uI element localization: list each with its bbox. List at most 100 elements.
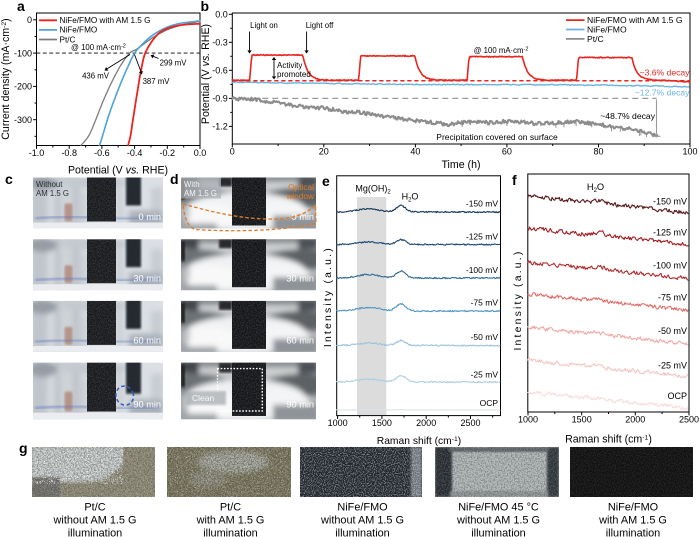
svg-text:b: b [201, 0, 210, 14]
svg-text:~3.6% decay: ~3.6% decay [640, 68, 691, 78]
svg-text:Pt/C: Pt/C [60, 35, 76, 44]
svg-text:60 min: 60 min [286, 335, 314, 345]
svg-text:60 min: 60 min [133, 335, 161, 345]
svg-text:NiFe/FMO with AM 1.5 G: NiFe/FMO with AM 1.5 G [60, 16, 151, 25]
svg-text:387 mV: 387 mV [143, 77, 171, 86]
svg-text:e: e [322, 173, 330, 189]
svg-text:Optical: Optical [288, 182, 314, 192]
svg-text:-1.2: -1.2 [212, 122, 228, 132]
svg-text:-25 mV: -25 mV [658, 360, 687, 370]
svg-text:Intensity (a.u.): Intensity (a.u.) [323, 246, 334, 347]
svg-text:promoted: promoted [277, 70, 311, 79]
svg-text:NiFe/FMO with AM 1.5 G: NiFe/FMO with AM 1.5 G [587, 15, 683, 25]
svg-text:2000: 2000 [416, 418, 436, 428]
svg-text:40: 40 [410, 147, 420, 157]
svg-text:-0.3: -0.3 [212, 38, 228, 48]
svg-text:299 mV: 299 mV [160, 59, 188, 68]
svg-text:NiFe/FMO: NiFe/FMO [608, 502, 658, 514]
svg-text:a: a [17, 0, 25, 14]
svg-text:90 min: 90 min [286, 400, 314, 410]
svg-text:60: 60 [502, 147, 512, 157]
svg-text:Mg(OH)2: Mg(OH)2 [355, 184, 391, 196]
svg-text:0: 0 [27, 15, 32, 25]
svg-text:20: 20 [319, 147, 329, 157]
svg-text:-125 mV: -125 mV [653, 227, 687, 237]
svg-text:H2O: H2O [587, 182, 604, 194]
svg-text:-75 mV: -75 mV [658, 292, 687, 302]
svg-text:Raman shift (cm-1): Raman shift (cm-1) [565, 434, 652, 446]
svg-text:Potential (V vs. RHE): Potential (V vs. RHE) [200, 24, 212, 124]
svg-text:illumination: illumination [606, 527, 660, 537]
svg-text:with AM 1.5 G: with AM 1.5 G [196, 514, 265, 526]
svg-text:80: 80 [593, 147, 603, 157]
svg-text:NiFe/FMO 45 °C: NiFe/FMO 45 °C [458, 502, 539, 514]
svg-text:-150 mV: -150 mV [653, 196, 687, 206]
svg-text:0.0: 0.0 [215, 10, 228, 20]
svg-text:f: f [512, 172, 517, 188]
svg-text:-125 mV: -125 mV [466, 231, 498, 241]
svg-text:AM 1.5 G: AM 1.5 G [184, 189, 217, 198]
svg-text:-25 mV: -25 mV [471, 369, 499, 379]
svg-text:With: With [184, 180, 200, 189]
svg-text:NiFe/FMO: NiFe/FMO [60, 26, 98, 35]
svg-text:AM 1.5 G: AM 1.5 G [36, 189, 69, 198]
svg-text:-300: -300 [14, 115, 32, 125]
svg-text:0: 0 [230, 147, 235, 157]
svg-text:H2O: H2O [402, 192, 419, 204]
svg-text:Pt/C: Pt/C [220, 502, 241, 514]
svg-text:window: window [285, 191, 315, 201]
svg-text:~48.7% decay: ~48.7% decay [600, 111, 655, 121]
svg-text:1500: 1500 [372, 418, 392, 428]
svg-text:-0.2: -0.2 [160, 148, 176, 158]
svg-text:without AM 1.5 G: without AM 1.5 G [53, 514, 137, 526]
svg-text:-100 mV: -100 mV [653, 260, 687, 270]
svg-text:@ 100 mA·cm-2: @ 100 mA·cm-2 [71, 43, 126, 52]
svg-text:-50 mV: -50 mV [658, 326, 687, 336]
svg-text:Light off: Light off [306, 21, 334, 30]
svg-text:436 mV: 436 mV [82, 72, 110, 81]
svg-text:Precipitation covered on surfa: Precipitation covered on surface [436, 132, 558, 142]
svg-text:Raman shift (cm-1): Raman shift (cm-1) [377, 436, 461, 447]
svg-text:2500: 2500 [679, 415, 699, 425]
svg-text:Current density (mA·cm-2): Current density (mA·cm-2) [0, 18, 12, 139]
svg-text:-50 mV: -50 mV [471, 332, 499, 342]
svg-text:illumination: illumination [335, 527, 389, 537]
svg-text:-200: -200 [14, 82, 32, 92]
svg-text:0 min: 0 min [139, 212, 161, 222]
svg-text:100: 100 [682, 147, 697, 157]
svg-text:-0.6: -0.6 [94, 148, 110, 158]
svg-text:-0.8: -0.8 [61, 148, 77, 158]
svg-text:Activity: Activity [277, 61, 302, 70]
svg-text:Potential (V vs. RHE): Potential (V vs. RHE) [68, 165, 168, 177]
svg-text:Time (h): Time (h) [441, 159, 480, 171]
svg-text:Pt/C: Pt/C [84, 502, 105, 514]
svg-text:illumination: illumination [68, 527, 122, 537]
svg-text:d: d [170, 171, 179, 187]
svg-text:-75 mV: -75 mV [471, 297, 499, 307]
svg-text:OCP: OCP [480, 398, 499, 408]
svg-text:1000: 1000 [518, 415, 538, 425]
svg-text:2000: 2000 [625, 415, 645, 425]
svg-text:g: g [19, 440, 28, 456]
svg-text:illumination: illumination [203, 527, 257, 537]
svg-text:without AM 1.5 G: without AM 1.5 G [320, 514, 404, 526]
svg-text:Pt/C: Pt/C [587, 34, 604, 44]
svg-text:NiFe/FMO: NiFe/FMO [587, 24, 627, 34]
svg-text:illumination: illumination [471, 527, 525, 537]
svg-text:without AM 1.5 G: without AM 1.5 G [456, 514, 540, 526]
svg-text:Intensity (a.u.): Intensity (a.u.) [513, 249, 524, 350]
svg-text:-100: -100 [14, 48, 32, 58]
svg-text:NiFe/FMO: NiFe/FMO [337, 502, 387, 514]
svg-text:OCP: OCP [667, 391, 687, 401]
svg-text:Without: Without [36, 180, 63, 189]
svg-text:@ 100 mA·cm-2: @ 100 mA·cm-2 [474, 46, 529, 55]
svg-text:-100 mV: -100 mV [466, 265, 498, 275]
svg-text:2500: 2500 [460, 418, 480, 428]
svg-text:c: c [5, 171, 13, 187]
svg-text:0.0: 0.0 [194, 148, 207, 158]
svg-text:-0.4: -0.4 [127, 148, 143, 158]
svg-text:Light on: Light on [250, 21, 278, 30]
svg-text:-0.6: -0.6 [212, 66, 228, 76]
svg-text:~12.7% decay: ~12.7% decay [635, 87, 690, 97]
svg-text:30 min: 30 min [133, 274, 161, 284]
